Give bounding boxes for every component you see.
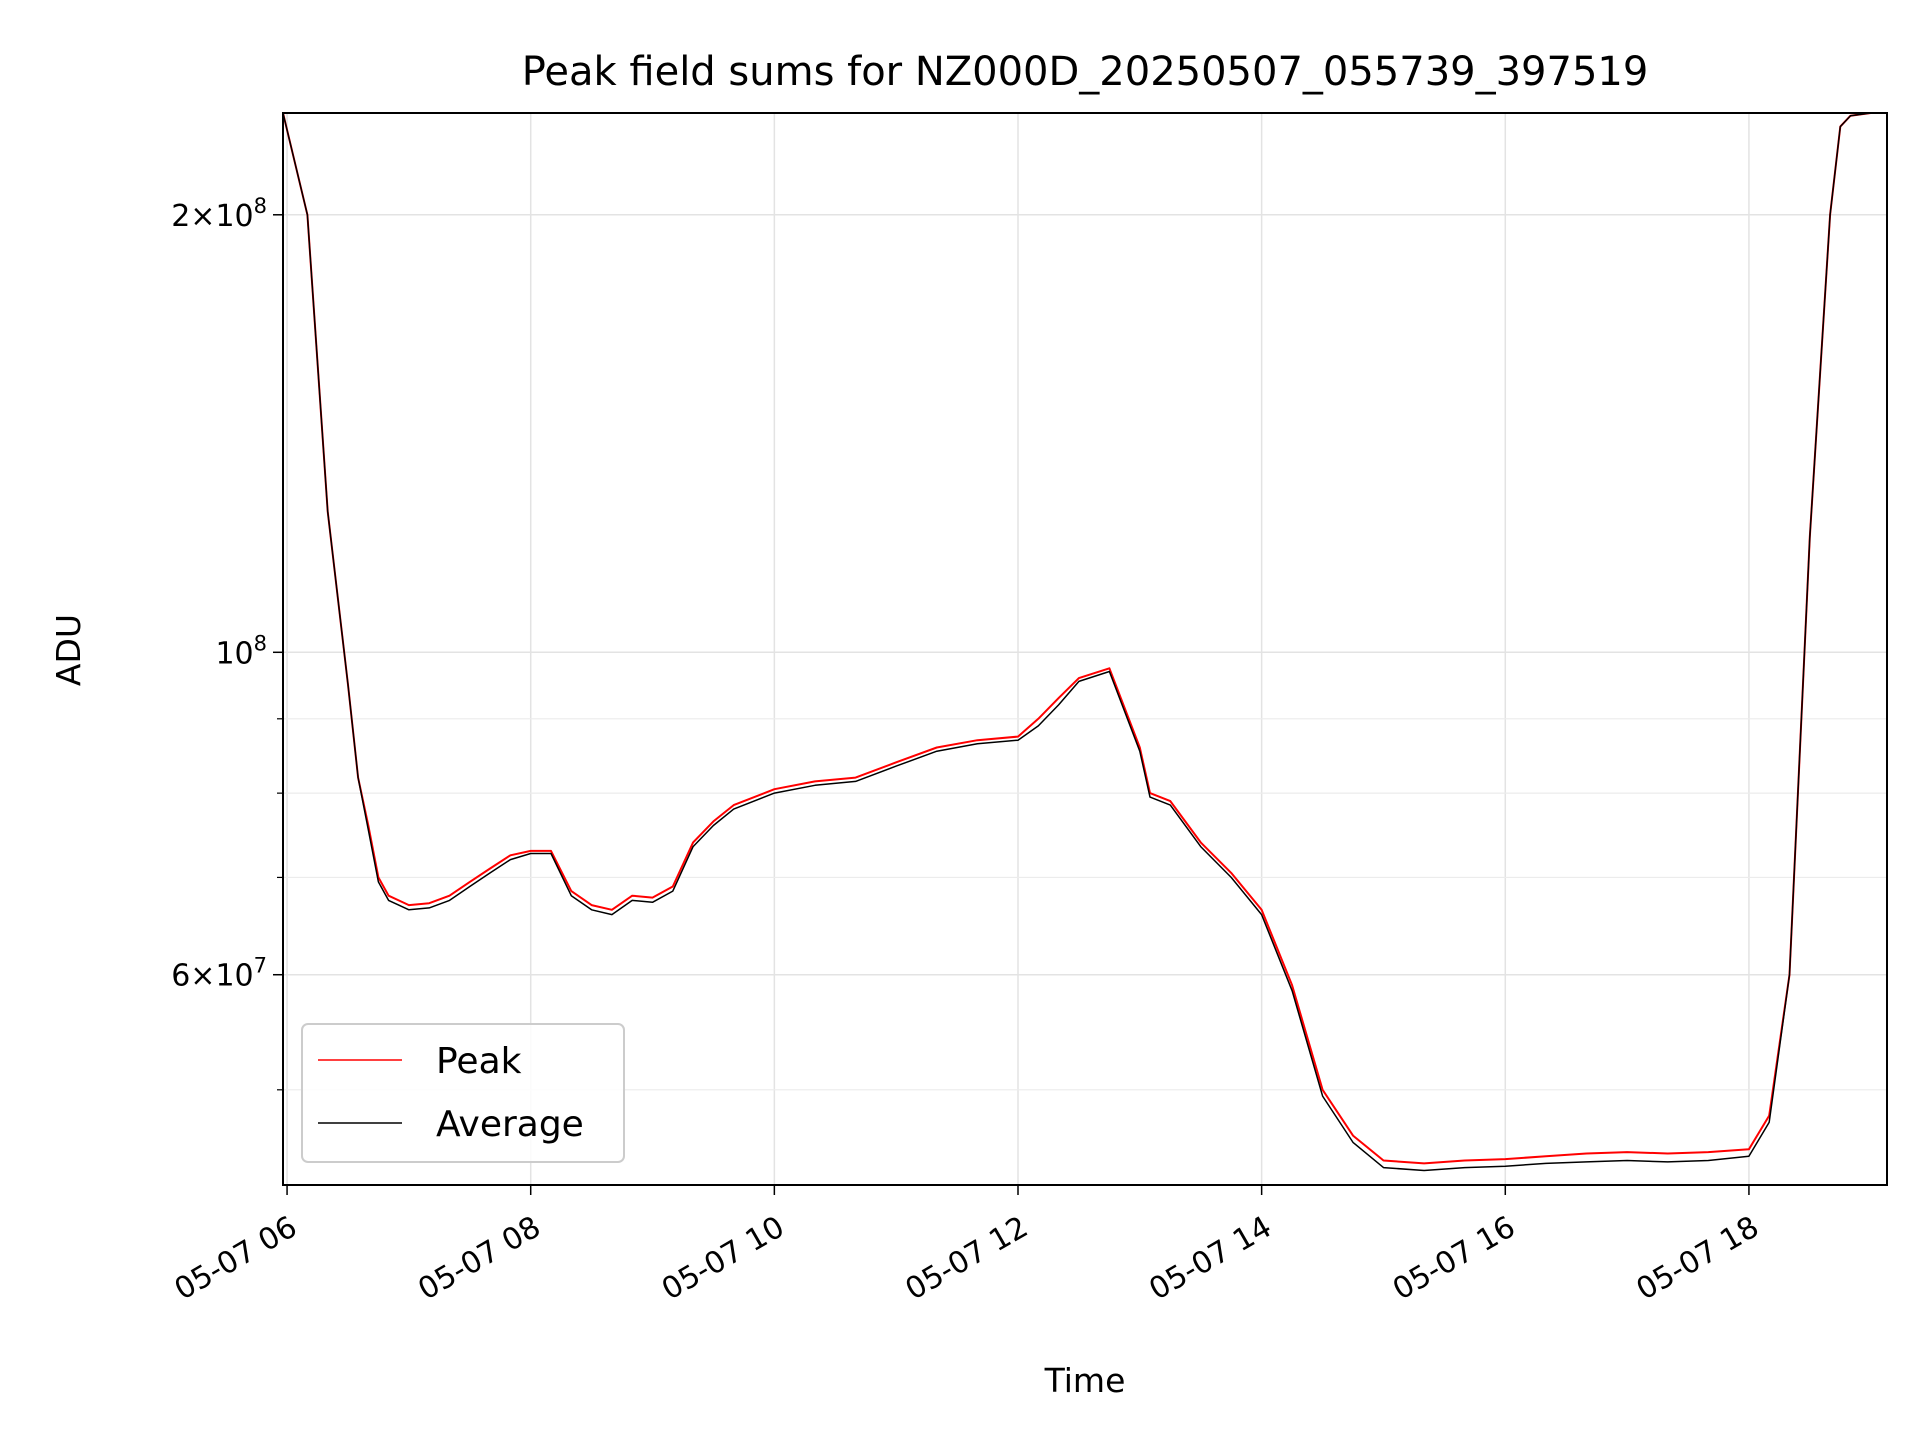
- plot-frame: [282, 112, 1888, 1186]
- grid: [283, 113, 1887, 1185]
- legend: Peak Average: [301, 1023, 625, 1163]
- y-tick-label: 108: [215, 631, 267, 671]
- series-lines: [282, 112, 1887, 1172]
- y-axis-label: ADU: [49, 614, 88, 686]
- y-tick-label: 6×107: [171, 954, 267, 994]
- legend-average-label: Average: [436, 1104, 584, 1145]
- legend-peak-label: Peak: [436, 1041, 522, 1082]
- y-tick-label: 2×108: [171, 194, 267, 234]
- chart-title: Peak field sums for NZ000D_20250507_0557…: [522, 49, 1649, 95]
- series-line-average: [282, 112, 1887, 1172]
- series-line-peak: [282, 112, 1887, 1165]
- legend-box: [301, 1023, 625, 1163]
- x-axis-label: Time: [1044, 1361, 1126, 1400]
